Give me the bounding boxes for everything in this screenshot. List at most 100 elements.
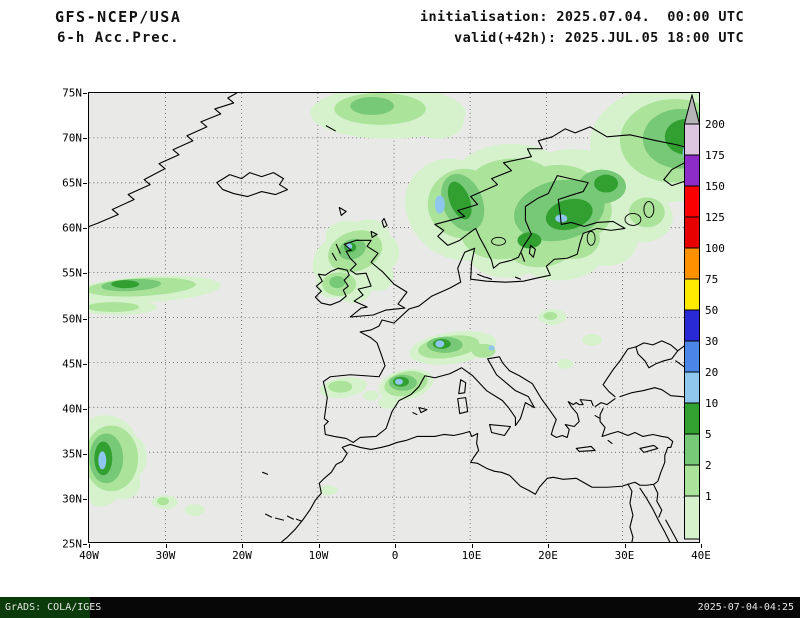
lat-tick-mark [83,183,87,185]
coast-southmed-levant-africa [280,408,674,542]
lat-tick-label: 30N [62,492,82,506]
lon-tick-label: 40E [691,549,711,562]
coast-danish-isles [477,273,493,280]
lon-tick-label: 40W [79,549,99,562]
product-title: 6-h Acc.Prec. [57,30,180,46]
colorbar-band [684,402,700,435]
lat-tick-label: 60N [62,221,82,235]
colorbar-band [684,371,700,404]
coast-greenland [89,93,238,227]
colorbar-level-label: 20 [705,366,718,379]
river-nile [627,483,634,542]
lat-tick-label: 35N [62,447,82,461]
precip-shade [328,380,353,393]
precip-shade [350,96,394,115]
colorbar-level-label: 10 [705,397,718,410]
lat-tick-mark [83,318,87,320]
colorbar-band [684,309,700,342]
lake-vanern [491,236,506,246]
coast-ireland [314,267,350,306]
lon-tick-mark [624,544,626,548]
colorbar-band [684,154,700,187]
colorbar-arrow [683,93,701,125]
precip-shade [394,378,403,385]
lat-tick-mark [83,93,87,94]
colorbar-level-label: 50 [705,304,718,317]
precip-shade [319,485,338,496]
lon-tick-label: 20E [538,549,558,562]
lakes [491,201,655,246]
precip-shade [184,504,205,517]
coast-faroe [338,206,347,217]
footer-bar: GrADS: COLA/IGES 2025-07-04-04:25 [0,597,800,618]
lat-tick-mark [83,544,87,545]
colorbar-level-label: 125 [705,211,725,224]
colorbar-level-label: 75 [705,273,718,286]
precip-shade [435,340,445,348]
grads-credit: GrADS: COLA/IGES [5,602,102,613]
colorbar-level-label: 5 [705,428,712,441]
precip-shade [594,174,619,193]
colorbar-band [684,464,700,497]
coast-oland [520,252,525,262]
coast-janmayen [325,125,336,132]
lat-tick-mark [83,408,87,410]
lon-tick-mark [89,544,90,548]
lon-tick-mark [471,544,473,548]
coast-scandinavia-baltic [408,126,699,310]
colorbar-band [684,495,700,540]
coast-med-north [352,356,594,443]
coast-cyprus [639,444,659,453]
colorbar-level-label: 100 [705,242,725,255]
lat-tick-label: 75N [62,86,82,100]
precip-shade [517,232,542,249]
coast-canary [265,513,302,522]
coast-rhodes-lesbos [594,415,613,444]
colorbar-band [684,216,700,249]
coast-crete [575,445,596,452]
coast-hebrides [331,243,341,261]
coast-madeira [262,471,269,475]
lat-tick-label: 65N [62,176,82,190]
coast-orkney [370,230,378,238]
colorbar-level-label: 200 [705,118,725,131]
colorbar-band [684,340,700,373]
colorbar-svg: 200 175 150 125 100 75 50 30 20 10 5 2 1 [683,93,725,540]
lat-tick-mark [83,273,87,275]
lat-tick-mark [83,363,87,365]
coast-blacksea-west-north [602,341,699,398]
coast-redsea-suez [639,484,679,542]
coast-iceland [216,172,289,198]
lon-tick-label: 30W [155,549,176,562]
precip-shade [488,345,495,351]
lon-tick-label: 0 [391,549,399,562]
coast-bornholm [514,276,521,280]
lat-tick-label: 55N [62,266,82,280]
lat-tick-label: 50N [62,312,82,325]
lon-tick-mark [165,544,167,548]
lon-tick-label: 30E [614,549,635,562]
coast-shetland [381,217,388,228]
precip-colorbar: 200 175 150 125 100 75 50 30 20 10 5 2 1 [683,93,742,546]
lat-tick-mark [83,453,87,455]
coast-azov [635,340,679,352]
colorbar-level-label: 175 [705,149,725,162]
precip-shade [628,197,665,228]
valid-time-line: valid(+42h): 2025.JUL.05 18:00 UTC [454,30,744,46]
precip-shade [582,333,603,346]
coast-balearics [412,407,428,416]
colorbar-band [684,185,700,218]
coast-corsica [458,379,467,395]
europe-precip-map [89,93,699,542]
precip-shade [363,390,380,401]
render-timestamp: 2025-07-04-04:25 [697,602,794,613]
colorbar-band [684,278,700,311]
init-time-line: initialisation: 2025.07.04. 00:00 UTC [419,9,744,25]
lake-onega [643,201,655,218]
coast-sicily [489,423,512,437]
lake-peipus [586,230,596,246]
colorbar-band [684,433,700,466]
coast-france-iberia [322,308,410,443]
colorbar-level-label: 30 [705,335,718,348]
